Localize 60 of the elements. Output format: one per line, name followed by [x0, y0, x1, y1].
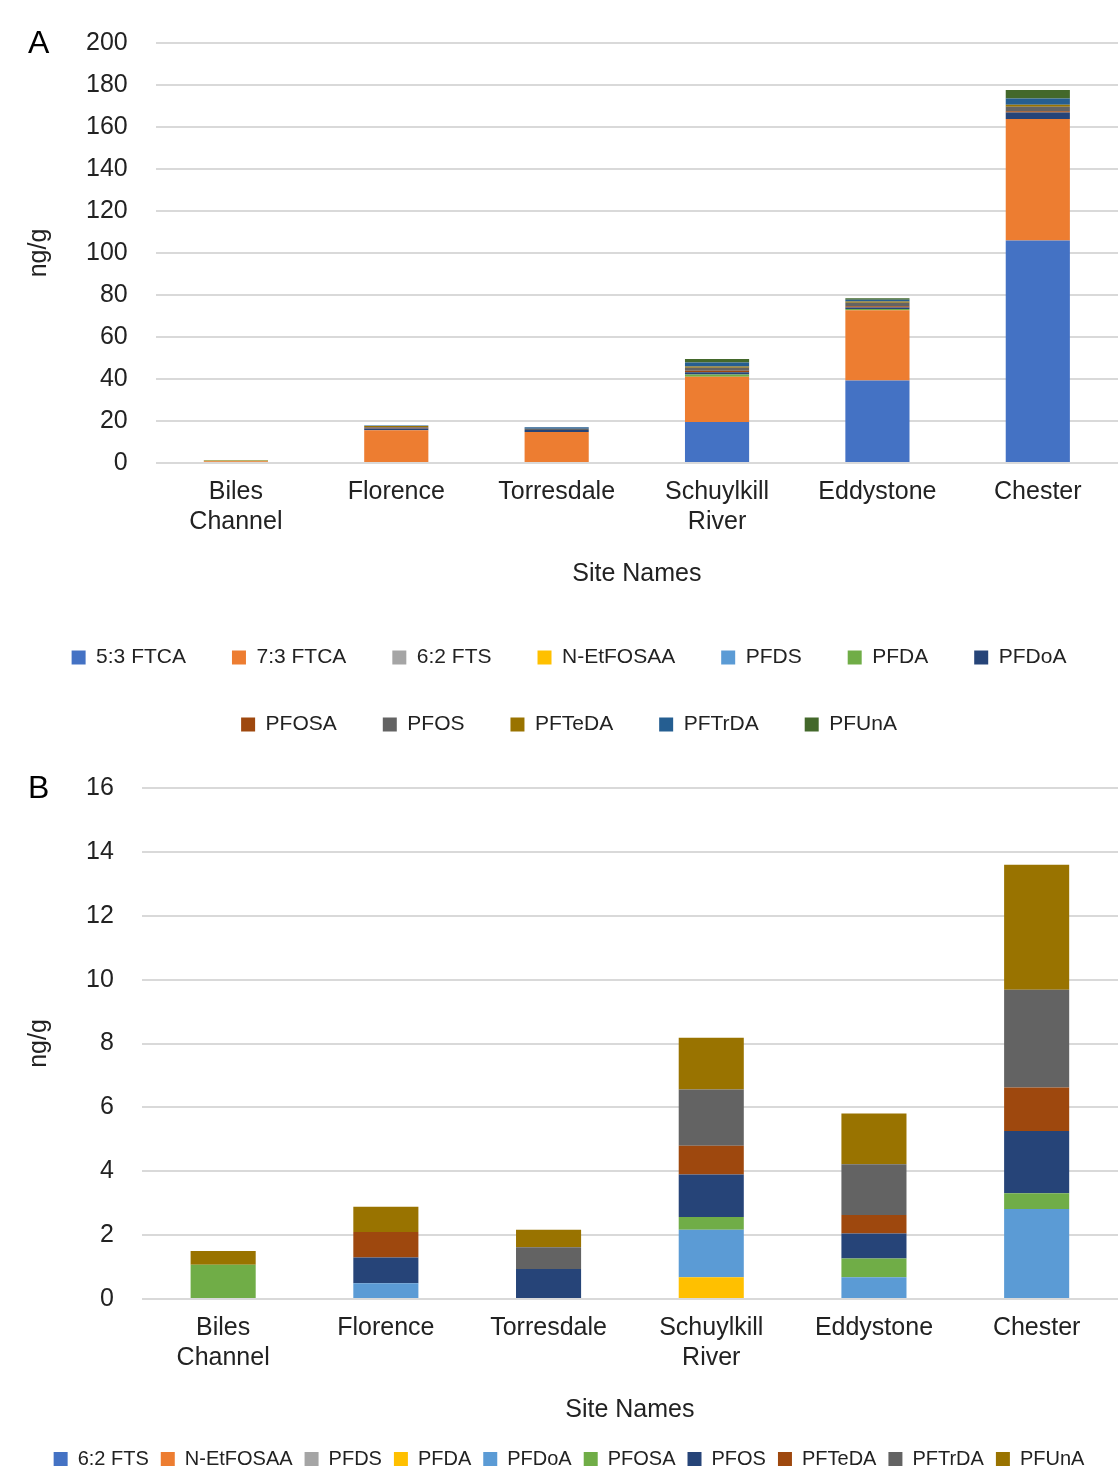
- x-tick-label: Chester: [992, 1311, 1081, 1340]
- y-tick-label: 140: [85, 152, 128, 181]
- y-tick-label: 2: [99, 1219, 114, 1248]
- legend-label: 6:2 FTS: [77, 1446, 149, 1469]
- legend-label: PFOSA: [265, 711, 337, 735]
- x-tick-label: Biles Channel: [189, 475, 283, 534]
- legend-label: N-EtFOSAA: [562, 644, 676, 668]
- y-tick-label: 6: [99, 1091, 114, 1120]
- text: B: [28, 768, 50, 805]
- x-tick-label: Biles Channel: [176, 1311, 270, 1370]
- y-tick-label: 200: [85, 26, 128, 55]
- y-tick-label: 160: [85, 110, 128, 139]
- x-tick-label: Schuylkill River: [659, 1311, 764, 1370]
- legend-label: 5:3 FTCA: [96, 644, 186, 668]
- legend-label: PFOS: [711, 1446, 766, 1469]
- y-tick-label: 4: [99, 1155, 114, 1184]
- legend-label: PFDS: [745, 644, 802, 668]
- x-tick-label: Florence: [337, 1311, 435, 1340]
- y-tick-label: 12: [86, 899, 114, 928]
- legend-label: PFDA: [417, 1446, 472, 1469]
- text: A: [28, 23, 50, 60]
- legend-label: PFOSA: [607, 1446, 677, 1469]
- legend-label: PFDoA: [507, 1446, 573, 1469]
- x-tick-label: Eddystone: [814, 1311, 934, 1340]
- x-tick-label: Eddystone: [818, 475, 937, 504]
- legend-label: PFUnA: [829, 711, 897, 735]
- y-axis-title: ng/g: [22, 1019, 51, 1068]
- legend-label: 6:2 FTS: [416, 644, 492, 668]
- y-tick-label: 80: [99, 278, 128, 307]
- legend-label: PFOS: [407, 711, 465, 735]
- legend-label: PFDA: [872, 644, 929, 668]
- y-tick-label: 14: [86, 835, 114, 864]
- legend-label: PFTeDA: [534, 711, 614, 735]
- legend-label: PFDoA: [998, 644, 1067, 668]
- y-tick-label: 100: [85, 236, 128, 265]
- x-tick-label: Torresdale: [498, 475, 616, 504]
- legend-label: PFTeDA: [801, 1446, 878, 1469]
- x-axis-title: Site Names: [565, 1393, 695, 1422]
- legend-label: 7:3 FTCA: [256, 644, 347, 668]
- x-tick-label: Florence: [347, 475, 445, 504]
- x-axis-title: Site Names: [572, 557, 702, 586]
- x-tick-label: Torresdale: [490, 1311, 607, 1340]
- legend-label: N-EtFOSAA: [184, 1446, 294, 1469]
- y-tick-label: 0: [99, 1282, 114, 1311]
- x-tick-label: Chester: [994, 475, 1082, 504]
- y-tick-label: 40: [99, 362, 128, 391]
- y-tick-label: 16: [86, 771, 114, 800]
- legend-label: PFTrDA: [683, 711, 759, 735]
- y-tick-label: 60: [99, 320, 128, 349]
- legend-label: PFDS: [328, 1446, 382, 1469]
- y-tick-label: 180: [85, 68, 128, 97]
- y-tick-label: 8: [99, 1027, 114, 1056]
- y-tick-label: 120: [85, 194, 128, 223]
- y-axis-title: ng/g: [22, 228, 51, 278]
- legend-label: PFTrDA: [912, 1446, 985, 1469]
- y-tick-label: 0: [113, 446, 128, 475]
- legend-label: PFUnA: [1019, 1446, 1086, 1469]
- y-tick-label: 20: [99, 404, 128, 433]
- y-tick-label: 10: [86, 963, 114, 992]
- x-tick-label: Schuylkill River: [664, 475, 770, 534]
